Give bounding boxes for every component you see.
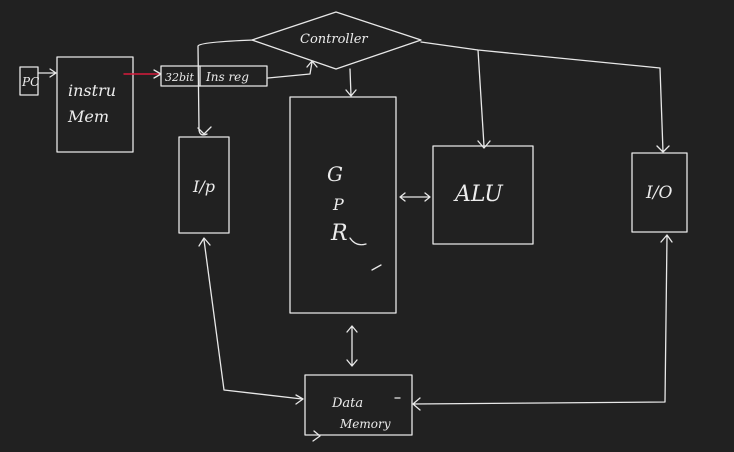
gpr-g-label: G [327, 162, 343, 186]
controller-to-output-arrow [420, 41, 670, 153]
gpr-r-label: R [330, 221, 348, 246]
alu-box [432, 145, 534, 245]
gpr-box [289, 96, 397, 314]
gpr-alu-bidirectional-arrow [399, 192, 431, 202]
controller-label: Controller [300, 32, 368, 47]
controller-to-alu-arrow [477, 49, 491, 149]
instruction-memory-label-2: Mem [67, 107, 109, 126]
gpr-p-label: P [332, 195, 344, 214]
ireg-to-controller-arrow [267, 60, 318, 79]
gpr-r-tail [349, 237, 367, 246]
output-label: I/O [645, 183, 672, 203]
pc-box [19, 66, 39, 96]
output-datamem-bidirectional-arrow [412, 234, 673, 411]
input-box [178, 136, 230, 234]
input-label: I/p [192, 177, 215, 196]
instruction-memory-label-1: instru [68, 81, 116, 100]
controller-to-gpr-arrow [345, 68, 357, 97]
alu-label: ALU [453, 182, 504, 207]
input-datamem-bidirectional-arrow [198, 237, 304, 405]
controller-to-input-arrow [197, 39, 255, 136]
controller-diamond [251, 11, 422, 70]
data-memory-label-1: Data [331, 396, 363, 411]
data-memory-label-2: Memory [339, 417, 391, 431]
data-memory-squiggle [312, 430, 321, 442]
gpr-stroke-mark [371, 264, 382, 271]
instruction-memory-box [56, 56, 134, 153]
pc-to-imem-arrow [37, 68, 57, 78]
gpr-datamem-bidirectional-arrow [346, 325, 358, 367]
output-box [631, 152, 688, 233]
data-memory-box [304, 374, 413, 436]
instruction-register-label: Ins reg [205, 70, 249, 84]
instruction-register-box [160, 65, 268, 87]
pc-label: PC [21, 75, 39, 89]
bits-label: 32bit [165, 71, 195, 84]
